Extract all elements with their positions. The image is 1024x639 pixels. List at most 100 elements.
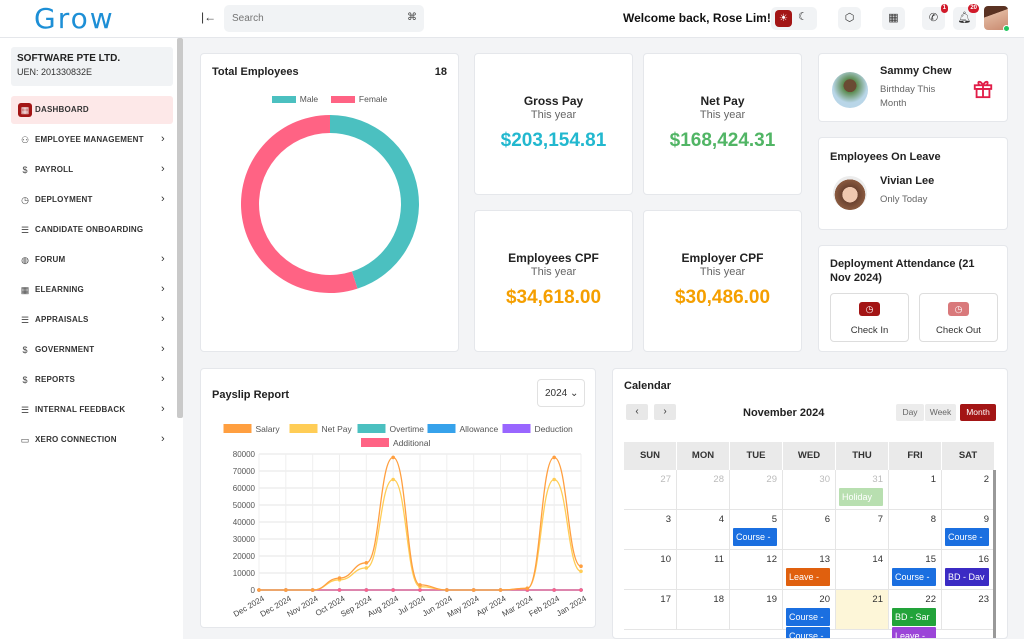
calendar-day[interactable]: 31 xyxy=(836,470,889,510)
data-point-salary[interactable] xyxy=(445,588,449,592)
data-point-salary[interactable] xyxy=(257,588,261,592)
calendar-day[interactable]: 21 xyxy=(836,590,889,630)
dark-mode-icon[interactable]: ☾ xyxy=(798,11,808,23)
data-point-net pay[interactable] xyxy=(579,569,583,574)
announcement-button[interactable]: ✆ 1 xyxy=(922,4,948,30)
calendar-day[interactable]: 3 xyxy=(624,510,677,550)
calendar-day[interactable]: 10 xyxy=(624,550,677,590)
data-point-net pay[interactable] xyxy=(552,477,556,482)
calendar-day[interactable]: 11 xyxy=(677,550,730,590)
collapse-sidebar-icon[interactable]: |← xyxy=(201,10,217,24)
calendar-day[interactable]: 29 xyxy=(730,470,783,510)
sidebar-item-candidate-onboarding[interactable]: ☰ CANDIDATE ONBOARDING xyxy=(11,216,173,244)
sidebar-item-deployment[interactable]: ◷ DEPLOYMENT › xyxy=(11,186,173,214)
calendar-day[interactable]: 13 xyxy=(783,550,836,590)
legend-female[interactable]: Female xyxy=(330,94,387,104)
next-month-button[interactable]: › xyxy=(654,404,676,420)
donut-slice-female[interactable] xyxy=(240,115,358,293)
data-point-salary[interactable] xyxy=(525,586,530,591)
notifications-button[interactable]: 🔔︎ 20 xyxy=(953,4,979,30)
check-out-button[interactable]: ◷ Check Out xyxy=(919,293,998,342)
calendar-event[interactable]: Course - xyxy=(786,608,830,626)
data-point-salary[interactable] xyxy=(310,588,315,592)
data-point-salary[interactable] xyxy=(284,588,288,592)
light-mode-icon[interactable]: ☀ xyxy=(775,10,792,27)
data-point-salary[interactable] xyxy=(337,576,342,580)
sidebar-item-appraisals[interactable]: ☰ APPRAISALS › xyxy=(11,306,173,334)
sidebar-item-reports[interactable]: $ REPORTS › xyxy=(11,366,173,394)
calendar-event[interactable]: Course - xyxy=(786,627,830,638)
sidebar-item-forum[interactable]: ◍ FORUM › xyxy=(11,246,173,274)
data-point-additional[interactable] xyxy=(552,588,556,592)
calendar-day[interactable]: 27 xyxy=(624,470,677,510)
leave-person-name: Vivian Lee xyxy=(880,175,935,187)
check-in-button[interactable]: ◷ Check In xyxy=(830,293,909,342)
data-point-net pay[interactable] xyxy=(391,477,395,482)
calendar-event[interactable]: BD - Dav xyxy=(945,568,989,586)
data-point-net pay[interactable] xyxy=(364,566,369,570)
calendar-day[interactable]: 17 xyxy=(624,590,677,630)
calendar-day[interactable]: 1 xyxy=(889,470,942,510)
data-point-salary[interactable] xyxy=(418,583,422,587)
data-point-salary[interactable] xyxy=(471,588,476,592)
data-point-additional[interactable] xyxy=(391,588,395,592)
calendar-day[interactable]: 15 xyxy=(889,550,942,590)
data-point-salary[interactable] xyxy=(498,588,503,592)
calendar-day[interactable]: 12 xyxy=(730,550,783,590)
calendar-day[interactable]: 28 xyxy=(677,470,730,510)
search-input[interactable] xyxy=(224,5,394,32)
legend-allowance[interactable]: Allowance xyxy=(427,424,499,434)
calendar-event[interactable]: Course - xyxy=(945,528,989,546)
legend-additional[interactable]: Additional xyxy=(361,438,430,448)
sidebar-item-elearning[interactable]: ▦ ELEARNING › xyxy=(11,276,173,304)
data-point-salary[interactable] xyxy=(364,561,369,565)
view-month-button[interactable]: Month xyxy=(960,404,996,421)
sidebar-scrollbar[interactable] xyxy=(177,38,183,418)
calendar-day[interactable]: 14 xyxy=(836,550,889,590)
sidebar-item-government[interactable]: $ GOVERNMENT › xyxy=(11,336,173,364)
legend-overtime[interactable]: Overtime xyxy=(357,424,425,434)
data-point-additional[interactable] xyxy=(364,588,369,592)
apps-icon[interactable]: ▦ xyxy=(882,7,905,30)
calendar-event[interactable]: Course - xyxy=(733,528,777,546)
calendar-day[interactable]: 19 xyxy=(730,590,783,630)
prev-month-button[interactable]: ‹ xyxy=(626,404,648,420)
legend-net pay[interactable]: Net Pay xyxy=(289,424,353,434)
calendar-event[interactable]: Course - xyxy=(892,568,936,586)
view-day-button[interactable]: Day xyxy=(896,404,924,421)
calendar-day[interactable]: 6 xyxy=(783,510,836,550)
calendar-day[interactable]: 30 xyxy=(783,470,836,510)
calendar-event[interactable]: Leave - xyxy=(786,568,830,586)
legend-deduction[interactable]: Deduction xyxy=(502,424,574,434)
sidebar-item-internal-feedback[interactable]: ☰ INTERNAL FEEDBACK › xyxy=(11,396,173,424)
user-avatar[interactable] xyxy=(984,6,1010,32)
year-select[interactable]: 2024 ⌄ xyxy=(537,379,585,407)
legend-salary[interactable]: Salary xyxy=(223,424,281,434)
calendar-day[interactable]: 18 xyxy=(677,590,730,630)
data-point-salary[interactable] xyxy=(579,564,583,568)
donut-slice-male[interactable] xyxy=(330,115,419,289)
calendar-event[interactable]: BD - Sar xyxy=(892,608,936,626)
sidebar-item-payroll[interactable]: $ PAYROLL › xyxy=(11,156,173,184)
legend-male[interactable]: Male xyxy=(271,94,318,104)
sidebar-item-dashboard[interactable]: ▦ DASHBOARD xyxy=(11,96,173,124)
calendar-event[interactable]: Leave - xyxy=(892,627,936,638)
calendar-scrollbar[interactable] xyxy=(993,470,996,638)
calendar-day[interactable]: 23 xyxy=(942,590,995,630)
calendar-day[interactable]: 2 xyxy=(942,470,995,510)
calendar-event[interactable]: Holiday xyxy=(839,488,883,506)
data-point-additional[interactable] xyxy=(579,588,583,592)
calendar-day[interactable]: 5 xyxy=(730,510,783,550)
calendar-day[interactable]: 8 xyxy=(889,510,942,550)
sidebar-item-employee-management[interactable]: ⚇ EMPLOYEE MANAGEMENT › xyxy=(11,126,173,154)
shield-icon[interactable]: ⬡ xyxy=(838,7,861,30)
sidebar-item-xero-connection[interactable]: ▭ XERO CONNECTION › xyxy=(11,426,173,454)
calendar-day[interactable]: 4 xyxy=(677,510,730,550)
data-point-additional[interactable] xyxy=(337,588,342,592)
data-point-salary[interactable] xyxy=(552,455,556,460)
data-point-additional[interactable] xyxy=(418,588,422,592)
calendar-day[interactable]: 7 xyxy=(836,510,889,550)
data-point-salary[interactable] xyxy=(391,455,395,460)
view-week-button[interactable]: Week xyxy=(925,404,956,421)
grow-logo[interactable]: Grow xyxy=(34,2,115,35)
